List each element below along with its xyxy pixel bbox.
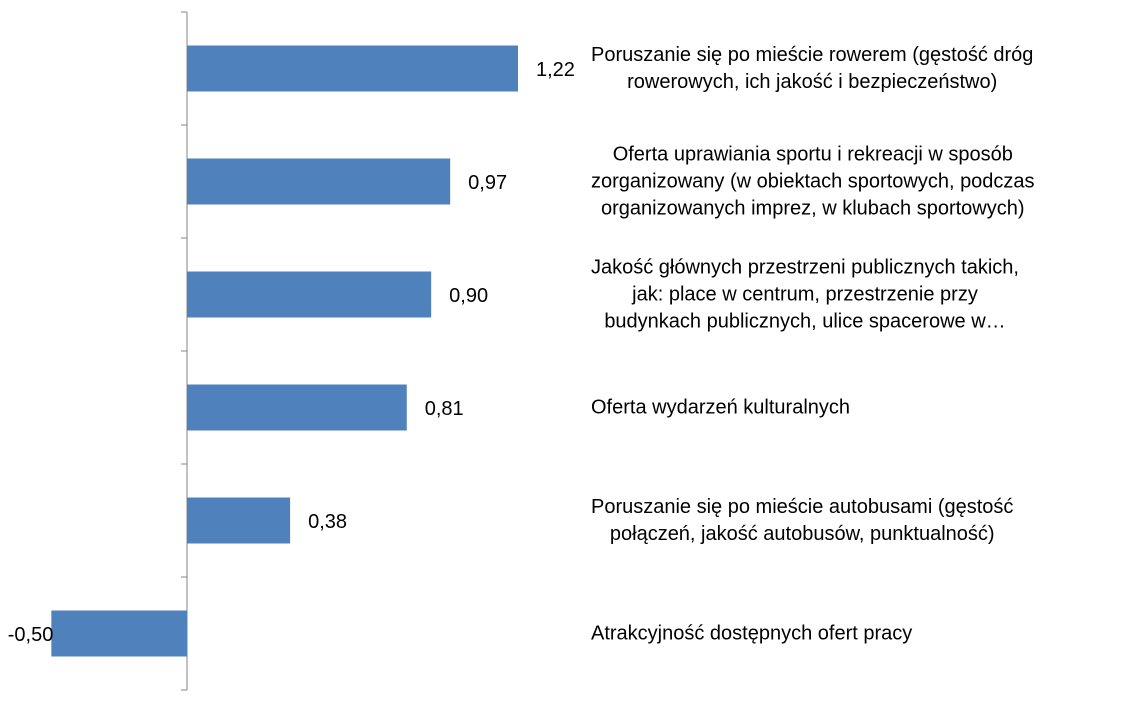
value-label: 0,81 [425,398,464,420]
value-label: -0,50 [8,624,54,646]
category-label: Oferta uprawiania sportu i rekreacji w s… [591,143,1035,219]
bar [187,45,518,92]
category-label: Poruszanie się po mieście rowerem (gęsto… [591,43,1034,93]
category-label: Oferta wydarzeń kulturalnych [591,396,851,418]
bar [51,610,187,657]
bar [187,271,432,318]
value-label: 0,97 [468,172,507,194]
bar [187,158,451,205]
category-label: Poruszanie się po mieście autobusami (gę… [591,495,1014,545]
category-label: Jakość głównych przestrzeni publicznych … [591,256,1019,332]
bar [187,497,291,544]
value-label: 1,22 [536,59,575,81]
value-label: 0,90 [449,285,488,307]
bar [187,384,407,431]
category-label: Atrakcyjność dostępnych ofert pracy [591,622,913,644]
value-label: 0,38 [308,511,347,533]
